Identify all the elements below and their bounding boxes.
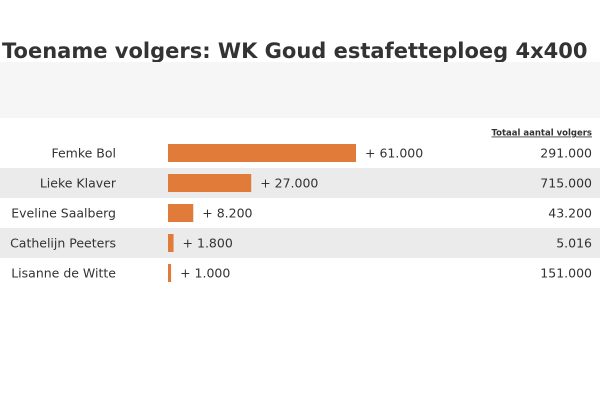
category-label: Lieke Klaver xyxy=(40,176,117,191)
chart-title: Toename volgers: WK Goud estafetteploeg … xyxy=(2,39,588,63)
value-label: + 61.000 xyxy=(365,146,423,161)
value-label: + 1.800 xyxy=(183,236,233,251)
total-value: 291.000 xyxy=(540,146,592,161)
total-value: 151.000 xyxy=(540,266,592,281)
category-label: Cathelijn Peeters xyxy=(10,236,116,251)
total-value: 715.000 xyxy=(540,176,592,191)
bar xyxy=(168,264,172,282)
bar xyxy=(168,144,356,162)
category-label: Lisanne de Witte xyxy=(11,266,116,281)
total-value: 5.016 xyxy=(556,236,592,251)
bar xyxy=(168,204,194,222)
category-label: Femke Bol xyxy=(51,146,116,161)
bar xyxy=(168,174,252,192)
value-label: + 27.000 xyxy=(260,176,318,191)
bar xyxy=(168,234,174,252)
row-band xyxy=(0,168,600,198)
row-band xyxy=(0,228,600,258)
total-value: 43.200 xyxy=(548,206,592,221)
header-band xyxy=(0,62,600,118)
category-label: Eveline Saalberg xyxy=(11,206,116,221)
value-label: + 1.000 xyxy=(180,266,230,281)
totals-header: Totaal aantal volgers xyxy=(491,129,592,139)
value-label: + 8.200 xyxy=(202,206,252,221)
